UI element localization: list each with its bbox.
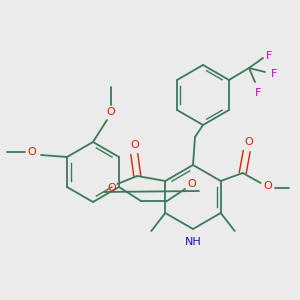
Text: O: O [107, 183, 116, 193]
Text: O: O [244, 137, 253, 147]
Text: F: F [255, 88, 261, 98]
Text: O: O [263, 181, 272, 191]
Text: O: O [130, 140, 139, 150]
Text: F: F [271, 69, 277, 79]
Text: O: O [28, 147, 36, 157]
Text: NH: NH [184, 237, 201, 247]
Text: F: F [266, 51, 272, 61]
Text: O: O [106, 107, 116, 117]
Text: O: O [188, 179, 196, 189]
